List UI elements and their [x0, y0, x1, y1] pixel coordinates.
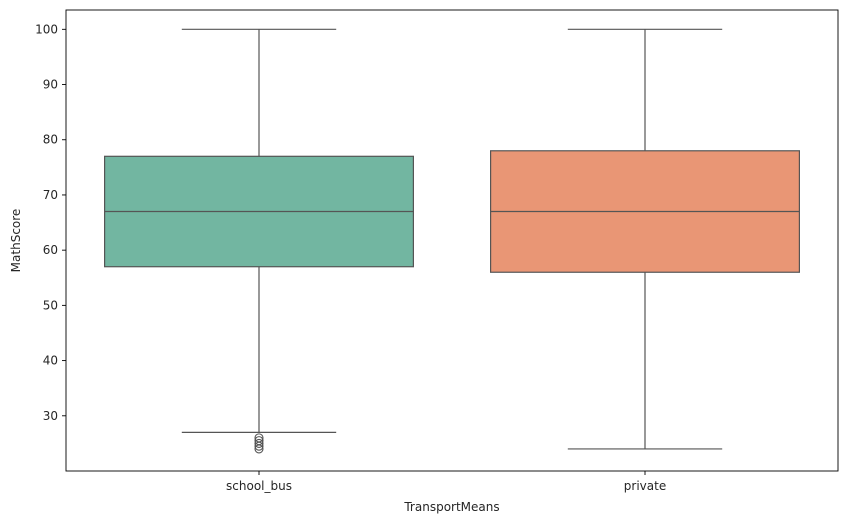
y-tick-label: 40: [43, 354, 58, 368]
y-tick-label: 70: [43, 188, 58, 202]
y-tick-label: 30: [43, 409, 58, 423]
y-tick-label: 60: [43, 243, 58, 257]
outlier-point: [254, 438, 264, 448]
y-axis: 30 40 50 60 70 80 90 100: [35, 22, 66, 423]
outlier-point: [254, 444, 264, 454]
x-tick-label: school_bus: [226, 479, 292, 493]
y-tick-label: 50: [43, 298, 58, 312]
outlier-point: [254, 441, 264, 451]
y-tick-label: 100: [35, 22, 58, 36]
plot-marks: [103, 28, 800, 454]
x-tick-label: private: [624, 479, 666, 493]
box-group-school_bus: [103, 28, 414, 454]
x-axis-label: TransportMeans: [403, 500, 499, 514]
x-axis: school_bus private: [226, 471, 666, 493]
box-group-private: [490, 28, 800, 450]
y-axis-label: MathScore: [9, 209, 23, 273]
plot-frame: [65, 9, 839, 472]
y-tick-label: 90: [43, 78, 58, 92]
y-tick-label: 80: [43, 133, 58, 147]
